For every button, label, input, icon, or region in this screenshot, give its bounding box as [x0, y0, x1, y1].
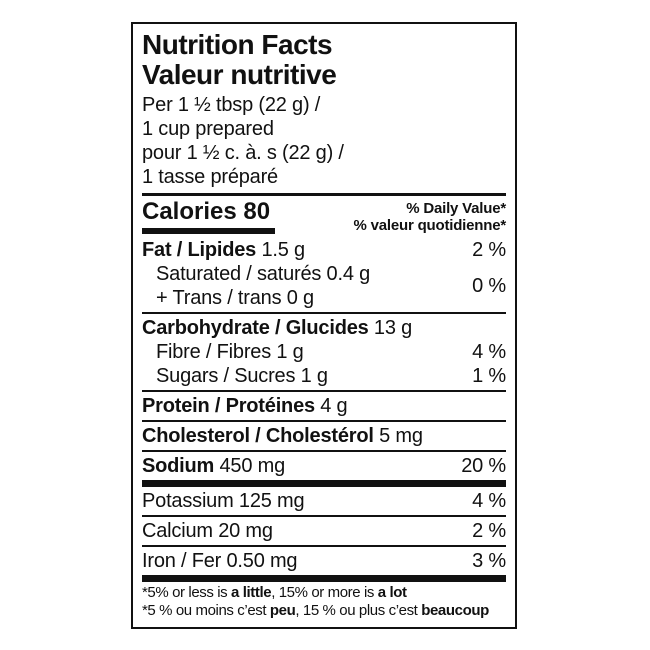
calories-value: Calories 80 — [142, 198, 271, 225]
nutrition-facts-label: Nutrition Facts Valeur nutritive Per 1 ½… — [131, 22, 517, 629]
row-fibre-percent: 4 % — [472, 341, 506, 363]
row-fat-name-bold: Fat / Lipides — [142, 239, 257, 261]
row-saturated-trans-percent: 0 % — [472, 275, 506, 297]
divider-thick-2 — [142, 575, 506, 582]
footnote-en-bold2: a lot — [377, 584, 407, 601]
row-calcium-name: Calcium 20 mg — [142, 520, 273, 542]
daily-value-heading: % Daily Value* % valeur quotidienne* — [354, 200, 507, 234]
footnote-en-part1: *5% or less is — [142, 584, 232, 601]
serving-line-fr-2: 1 tasse préparé — [142, 166, 278, 188]
row-iron-percent: 3 % — [472, 550, 506, 572]
row-carbohydrate-name-bold: Carbohydrate / Glucides — [142, 317, 369, 339]
footnote-fr-part1: *5 % ou moins c’est — [142, 601, 270, 619]
row-fat-percent: 2 % — [472, 239, 506, 261]
divider-thick-1 — [142, 480, 506, 487]
row-trans-line: + Trans / trans 0 g — [156, 287, 314, 309]
divider-header — [142, 193, 506, 196]
row-fibre-name: Fibre / Fibres 1 g — [156, 341, 304, 363]
serving-line-fr-1: pour 1 ½ c. à. s (22 g) / — [142, 142, 344, 164]
row-iron-name: Iron / Fer 0.50 mg — [142, 550, 298, 572]
row-protein-name: Protein / Protéines 4 g — [142, 394, 348, 418]
row-sugars: Sugars / Sucres 1 g 1 % — [142, 364, 506, 388]
row-carbohydrate: Carbohydrate / Glucides 13 g — [142, 316, 506, 340]
footnote-en: *5% or less is a little, 15% or more is … — [142, 584, 506, 602]
row-potassium: Potassium 125 mg 4 % — [142, 489, 506, 513]
footnote-en-bold1: a little — [231, 584, 272, 601]
row-cholesterol: Cholesterol / Cholestérol 5 mg — [142, 424, 506, 448]
divider-4 — [142, 450, 506, 452]
row-sodium-percent: 20 % — [461, 455, 506, 477]
divider-6 — [142, 545, 506, 547]
row-sodium-amount: 450 mg — [214, 455, 286, 477]
label-title-en: Nutrition Facts — [142, 29, 333, 60]
row-fat-amount: 1.5 g — [256, 239, 305, 261]
serving-line-en-2: 1 cup prepared — [142, 118, 274, 140]
label-title-fr: Valeur nutritive — [142, 59, 337, 90]
row-carbohydrate-amount: 13 g — [368, 317, 413, 339]
calories-underline-bar — [142, 228, 275, 234]
serving-size-info: Per 1 ½ tbsp (22 g) / 1 cup prepared pou… — [142, 93, 506, 189]
row-sugars-percent: 1 % — [472, 365, 506, 387]
row-cholesterol-name: Cholesterol / Cholestérol 5 mg — [142, 424, 423, 448]
row-protein: Protein / Protéines 4 g — [142, 394, 506, 418]
row-saturated-trans: Saturated / saturés 0.4 g + Trans / tran… — [142, 262, 506, 310]
calories-row: Calories 80 % Daily Value* % valeur quot… — [142, 199, 506, 234]
row-protein-amount: 4 g — [314, 395, 348, 417]
footnote-fr-bold1: peu — [269, 601, 296, 619]
row-fat: Fat / Lipides 1.5 g 2 % — [142, 238, 506, 262]
row-potassium-percent: 4 % — [472, 490, 506, 512]
row-fat-name: Fat / Lipides 1.5 g — [142, 238, 305, 262]
footnote-fr: *5 % ou moins c’est peu, 15 % ou plus c’… — [142, 602, 506, 620]
row-cholesterol-name-bold: Cholesterol / Cholestérol — [142, 425, 374, 447]
row-sodium: Sodium 450 mg 20 % — [142, 454, 506, 478]
serving-line-en-1: Per 1 ½ tbsp (22 g) / — [142, 94, 321, 116]
row-sodium-name: Sodium 450 mg — [142, 454, 285, 478]
daily-value-heading-fr: % valeur quotidienne* — [353, 217, 507, 234]
row-carbohydrate-name: Carbohydrate / Glucides 13 g — [142, 316, 412, 340]
footnote-fr-part2: , 15 % ou plus c’est — [295, 601, 422, 619]
row-saturated-line: Saturated / saturés 0.4 g — [156, 263, 371, 285]
divider-2 — [142, 390, 506, 392]
divider-5 — [142, 515, 506, 517]
row-calcium-percent: 2 % — [472, 520, 506, 542]
row-protein-name-bold: Protein / Protéines — [142, 395, 315, 417]
row-cholesterol-amount: 5 mg — [373, 425, 423, 447]
row-sugars-name: Sugars / Sucres 1 g — [156, 365, 328, 387]
divider-1 — [142, 312, 506, 314]
row-saturated-trans-name: Saturated / saturés 0.4 g + Trans / tran… — [142, 262, 370, 310]
row-calcium: Calcium 20 mg 2 % — [142, 519, 506, 543]
row-sodium-name-bold: Sodium — [142, 455, 215, 477]
row-potassium-name: Potassium 125 mg — [142, 490, 305, 512]
row-iron: Iron / Fer 0.50 mg 3 % — [142, 549, 506, 573]
daily-value-heading-en: % Daily Value* — [406, 200, 506, 217]
footnote-fr-bold2: beaucoup — [421, 601, 489, 619]
divider-3 — [142, 420, 506, 422]
footnotes: *5% or less is a little, 15% or more is … — [142, 584, 506, 619]
calories-block: Calories 80 — [142, 199, 275, 234]
footnote-en-part2: , 15% or more is — [271, 584, 378, 601]
row-fibre: Fibre / Fibres 1 g 4 % — [142, 340, 506, 364]
